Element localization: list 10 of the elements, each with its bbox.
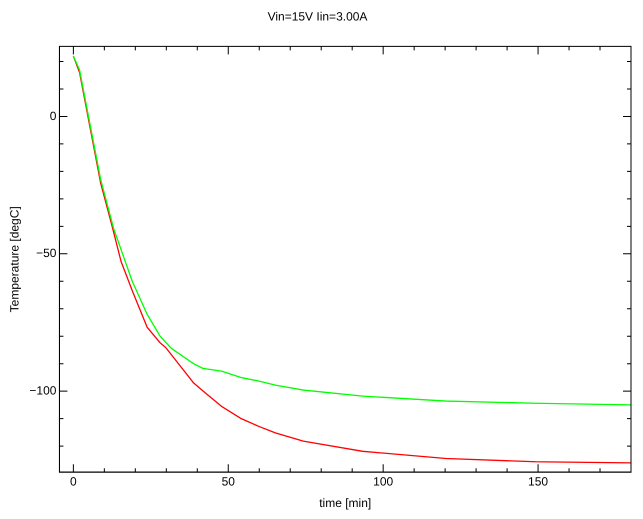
x-tick-label: 0	[70, 474, 78, 489]
y-tick-label: 0	[50, 108, 57, 123]
x-axis-title: time [min]	[319, 496, 372, 510]
y-tick-label: −50	[36, 246, 57, 260]
y-tick-label: −100	[29, 383, 57, 398]
chart-title: Vin=15V Iin=3.00A	[268, 10, 368, 24]
x-tick-label: 100	[373, 474, 394, 489]
y-axis-title: Temperature [degC]	[8, 206, 22, 312]
x-tick-label: 150	[528, 474, 548, 489]
x-tick-label: 50	[222, 474, 236, 489]
